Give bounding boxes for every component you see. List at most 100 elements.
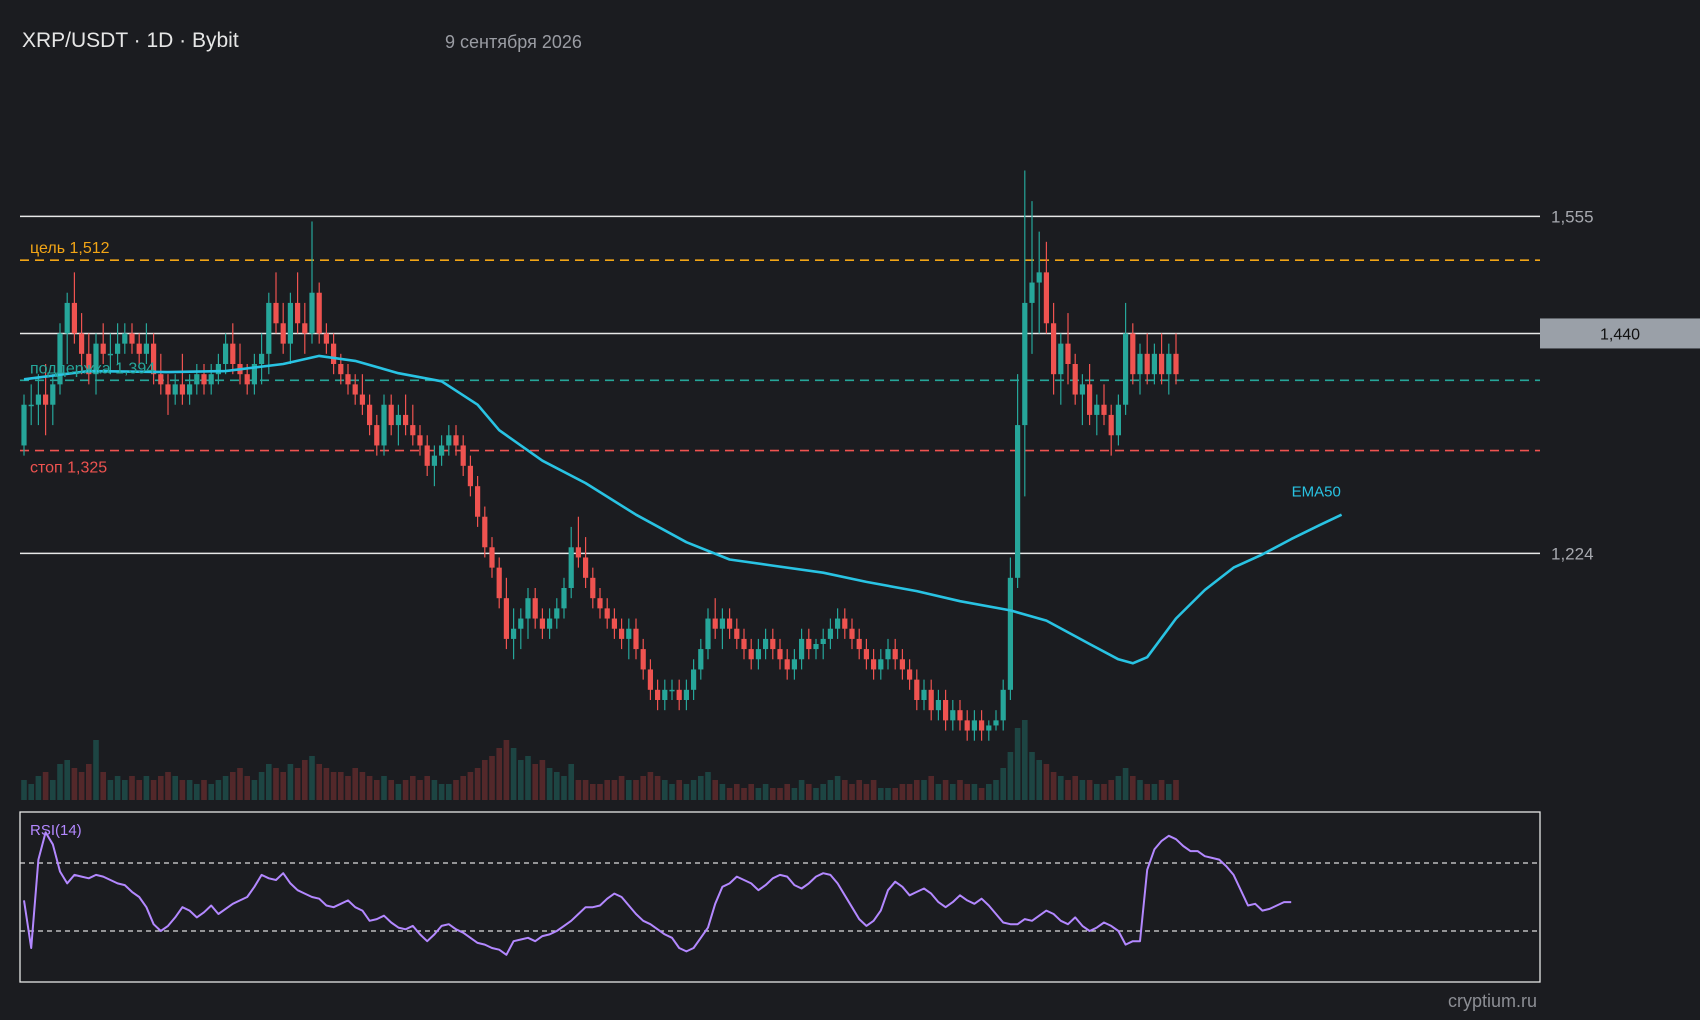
volume-bar (885, 788, 891, 800)
volume-bar (179, 780, 186, 800)
candle-body (943, 700, 949, 721)
volume-bar (611, 780, 618, 800)
candle-body (503, 598, 509, 639)
labels-layer: 1,555 цель 1,512 поддержка 1,394 стоп 1,325… (30, 207, 1700, 563)
candle-body (611, 618, 617, 629)
volume-bar (359, 772, 366, 800)
volume-bar (294, 768, 301, 800)
volume-bar (1166, 784, 1172, 800)
volume-bar (971, 784, 978, 800)
volume-bar (827, 780, 834, 800)
candle-body (417, 435, 423, 446)
volume-bar (820, 784, 826, 800)
volume-bar (366, 776, 373, 800)
volume-bar (496, 748, 502, 800)
candle-body (323, 333, 329, 344)
candle-body (964, 720, 970, 731)
volume-bar (1079, 780, 1086, 800)
candle-body (489, 547, 495, 568)
volume-bar (1065, 780, 1071, 800)
volume-bar (770, 788, 776, 800)
price-axis-label: 1,224 (1551, 544, 1594, 563)
candle-body (957, 710, 963, 721)
volume-bar (791, 788, 798, 800)
candle-body (1043, 272, 1049, 324)
candle-body (28, 404, 34, 407)
volume-bar (993, 780, 999, 800)
volume-bar (935, 784, 942, 800)
ema-layer: EMA50 (23, 354, 1343, 665)
candle-body (575, 547, 581, 558)
volume-bar (510, 748, 517, 800)
volume-bar (93, 740, 99, 800)
volume-bar (798, 780, 805, 800)
candle-body (21, 404, 27, 446)
candle-body (460, 445, 466, 466)
candle-body (676, 689, 682, 700)
volume-bar (122, 780, 128, 800)
volume-bar (309, 756, 315, 800)
rsi-panel-frame (19, 811, 1541, 983)
candle-body (1130, 333, 1136, 375)
volume-bar (561, 776, 567, 800)
candle-body (316, 292, 322, 334)
ema50-line (23, 354, 1343, 665)
watermark: cryptium.ru (1447, 991, 1537, 1011)
volume-bar (755, 788, 762, 800)
volume-bar (302, 760, 308, 800)
volume-bar (676, 780, 682, 800)
candle-body (136, 343, 142, 354)
volume-bar (856, 780, 862, 800)
candle-body (266, 302, 272, 354)
candle-body (921, 689, 927, 700)
candle-body (410, 425, 416, 436)
candle-body (1022, 302, 1028, 426)
volume-bar (964, 784, 970, 800)
candle-body (129, 333, 135, 344)
candle-body (43, 394, 49, 405)
candle-body (1166, 353, 1172, 375)
volume-bar (640, 776, 646, 800)
candle-body (244, 374, 250, 385)
volume-bar (705, 772, 711, 800)
candle-body (194, 374, 200, 385)
candle-body (518, 618, 524, 629)
volume-bar (374, 780, 380, 800)
candles-layer (21, 170, 1179, 741)
volume-bar (1007, 752, 1014, 800)
candle-body (633, 628, 639, 650)
volume-bar (1130, 776, 1136, 800)
candle-body (172, 384, 178, 395)
volume-bar (842, 780, 848, 800)
candle-body (971, 720, 977, 731)
candle-body (935, 700, 941, 711)
volume-bar (21, 780, 27, 800)
volume-bar (446, 784, 452, 800)
volume-bar (489, 756, 495, 800)
volume-bar (1158, 780, 1165, 800)
volume-bar (107, 780, 114, 800)
volume-bar (460, 776, 466, 800)
candle-body (820, 638, 826, 644)
candle-body (1108, 414, 1114, 436)
volume-bar (582, 780, 589, 800)
candle-body (309, 292, 315, 334)
volume-bar (35, 776, 42, 800)
candle-body (863, 649, 869, 660)
volume-bar (352, 768, 358, 800)
volume-bar (1043, 764, 1050, 800)
candle-body (539, 618, 545, 629)
candle-body (482, 516, 488, 548)
candle-body (777, 649, 783, 660)
volume-bar (201, 780, 207, 800)
candle-body (1015, 425, 1021, 578)
ema50-label: EMA50 (1292, 484, 1341, 501)
candle-body (683, 689, 689, 700)
candle-body (446, 435, 452, 446)
volume-bar (748, 784, 754, 800)
candle-body (1007, 577, 1013, 690)
volume-bar (388, 780, 394, 800)
candle-body (431, 455, 437, 466)
candle-body (367, 404, 373, 426)
